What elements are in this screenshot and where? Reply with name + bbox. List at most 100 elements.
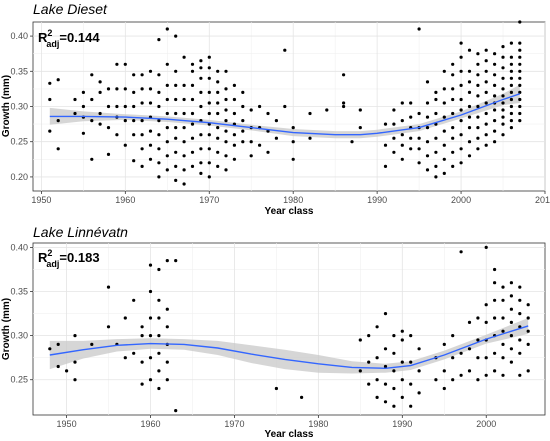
data-point [425,168,430,172]
data-point [190,122,195,126]
data-point [484,245,488,249]
data-point [417,136,421,140]
data-point [232,133,236,137]
data-point [476,62,480,66]
data-point [148,334,153,338]
data-point [81,104,85,109]
data-point [501,87,505,91]
data-point [241,104,245,109]
data-point [484,303,488,307]
data-point [56,119,60,123]
data-point [434,164,438,168]
data-point [325,108,329,112]
data-point [190,62,195,66]
data-point [459,161,463,165]
data-point [526,316,530,320]
data-point [467,48,472,52]
data-point [165,307,169,311]
data-point [148,289,153,294]
data-point [493,119,497,123]
data-point [451,62,455,66]
data-point [425,154,430,158]
data-point [182,97,186,102]
x-tick-label: 2010 [535,195,550,205]
y-tick-label: 0.35 [10,66,28,76]
y-tick-label: 0.35 [10,287,28,297]
data-point [73,97,77,102]
data-point [90,157,94,161]
data-point [518,76,522,80]
data-point [157,133,161,137]
data-point [148,263,153,267]
data-point [459,83,463,87]
data-point [509,360,513,364]
data-point [115,87,119,91]
data-point [123,316,127,320]
data-point [501,373,505,377]
data-point [509,76,513,80]
data-point [232,111,236,116]
data-point [148,129,153,133]
data-point [148,101,153,105]
y-tick-label: 0.30 [10,102,28,112]
data-point [148,316,153,320]
data-point [258,104,262,109]
data-point [199,76,203,80]
data-point [375,356,379,360]
panel-lake-linnevatn: Lake Linnévatn 0.25 0.30 0.35 0.40 1950 1960… [1,224,546,440]
data-point [358,126,362,130]
data-point [65,369,69,373]
data-point [123,143,127,147]
data-point [451,111,455,116]
data-point [174,136,178,140]
data-point [165,168,169,172]
data-point [148,143,153,147]
data-point [342,104,346,109]
data-point [199,161,203,165]
data-point [182,111,186,116]
data-point [367,360,371,364]
data-point [417,161,421,165]
data-point [98,90,102,94]
data-point [174,34,178,38]
data-point [451,97,455,102]
data-point [174,97,178,102]
data-point [400,101,404,105]
data-point [90,342,94,346]
data-point [425,80,430,84]
data-point [509,119,513,123]
data-point [509,347,513,351]
data-point [216,150,220,154]
data-point [459,55,463,59]
data-point [241,119,245,123]
data-point [383,122,388,126]
data-point [216,80,220,84]
x-axis-label: Year class [265,429,314,440]
data-point [249,154,253,158]
data-point [157,38,161,42]
data-point [308,111,312,116]
data-point [157,104,161,109]
r2-annotation: R2 adj=0.183 [38,248,100,269]
data-point [518,41,522,45]
data-point [493,281,497,285]
data-point [476,104,480,109]
data-point [165,111,169,116]
data-point [132,133,136,137]
x-axis-label: Year class [265,206,314,217]
data-point [442,87,446,91]
data-point [132,90,136,94]
data-point [459,41,463,45]
data-point [484,143,488,147]
data-point [98,80,102,84]
data-point [476,356,480,360]
data-point [425,140,430,144]
data-point [157,147,161,151]
data-point [207,161,211,165]
data-point [484,320,488,324]
x-tick-label: 1970 [199,195,219,205]
data-point [467,320,472,324]
data-point [224,140,228,144]
data-point [106,152,111,156]
data-point [249,140,253,144]
